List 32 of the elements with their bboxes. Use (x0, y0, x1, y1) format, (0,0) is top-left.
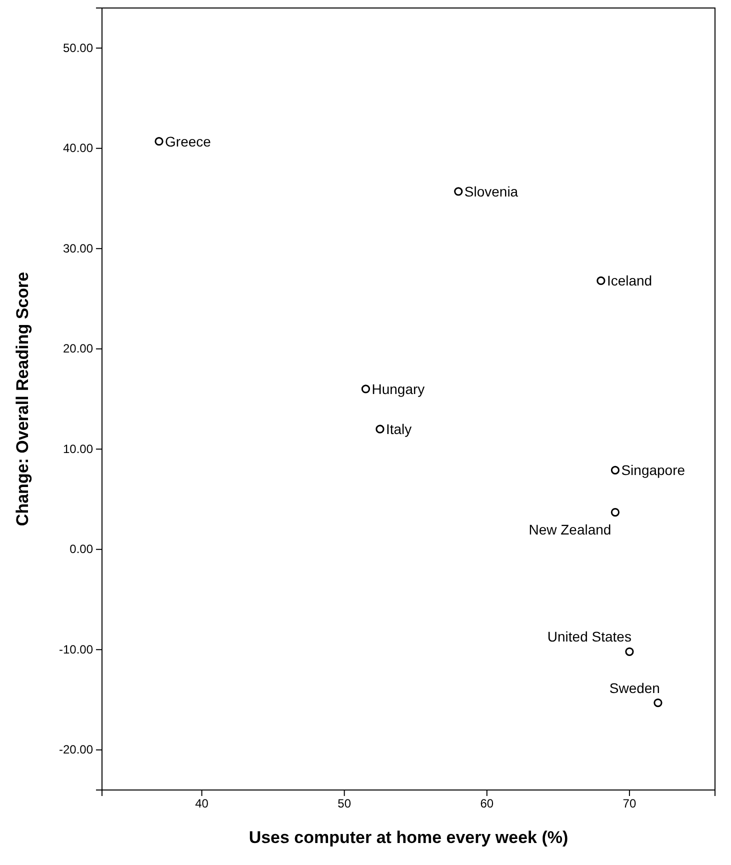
point (596, 276, 606, 286)
y-axis-title: Change: Overall Reading Score (13, 272, 32, 526)
y-tick-label: 20.00 (62, 342, 94, 356)
point (154, 137, 164, 146)
y-tick-label: -20.00 (58, 742, 94, 757)
annotation: Slovenia (464, 183, 518, 200)
annotation: Sweden (609, 680, 660, 696)
y-tick-label: -10.00 (58, 642, 94, 656)
point (610, 466, 620, 474)
annotation: Singapore (621, 462, 686, 478)
point (376, 424, 384, 434)
annotation: Italy (386, 421, 412, 438)
x-tick-label: 40 (195, 796, 209, 811)
point (361, 384, 370, 394)
point (454, 187, 463, 196)
annotation: Iceland (606, 272, 652, 289)
y-tick-label: 0.00 (70, 542, 94, 556)
annotation: Hungary (372, 380, 425, 397)
x-tick-label: 60 (480, 796, 494, 811)
point (654, 698, 662, 708)
point (610, 508, 620, 517)
x-tick-label: 50 (338, 796, 352, 811)
y-tick-label: 50.00 (62, 40, 94, 55)
point (625, 647, 634, 656)
x-tick-label: 70 (622, 796, 636, 811)
x-axis-title: Uses computer at home every week (%) (248, 828, 568, 847)
annotation: New Zealand (528, 521, 612, 538)
y-tick-label: 40.00 (62, 141, 94, 156)
y-tick-label: 10.00 (62, 442, 94, 456)
annotation: United States (547, 628, 632, 645)
annotation: Greece (165, 133, 212, 150)
y-tick-label: 30.00 (62, 241, 94, 256)
